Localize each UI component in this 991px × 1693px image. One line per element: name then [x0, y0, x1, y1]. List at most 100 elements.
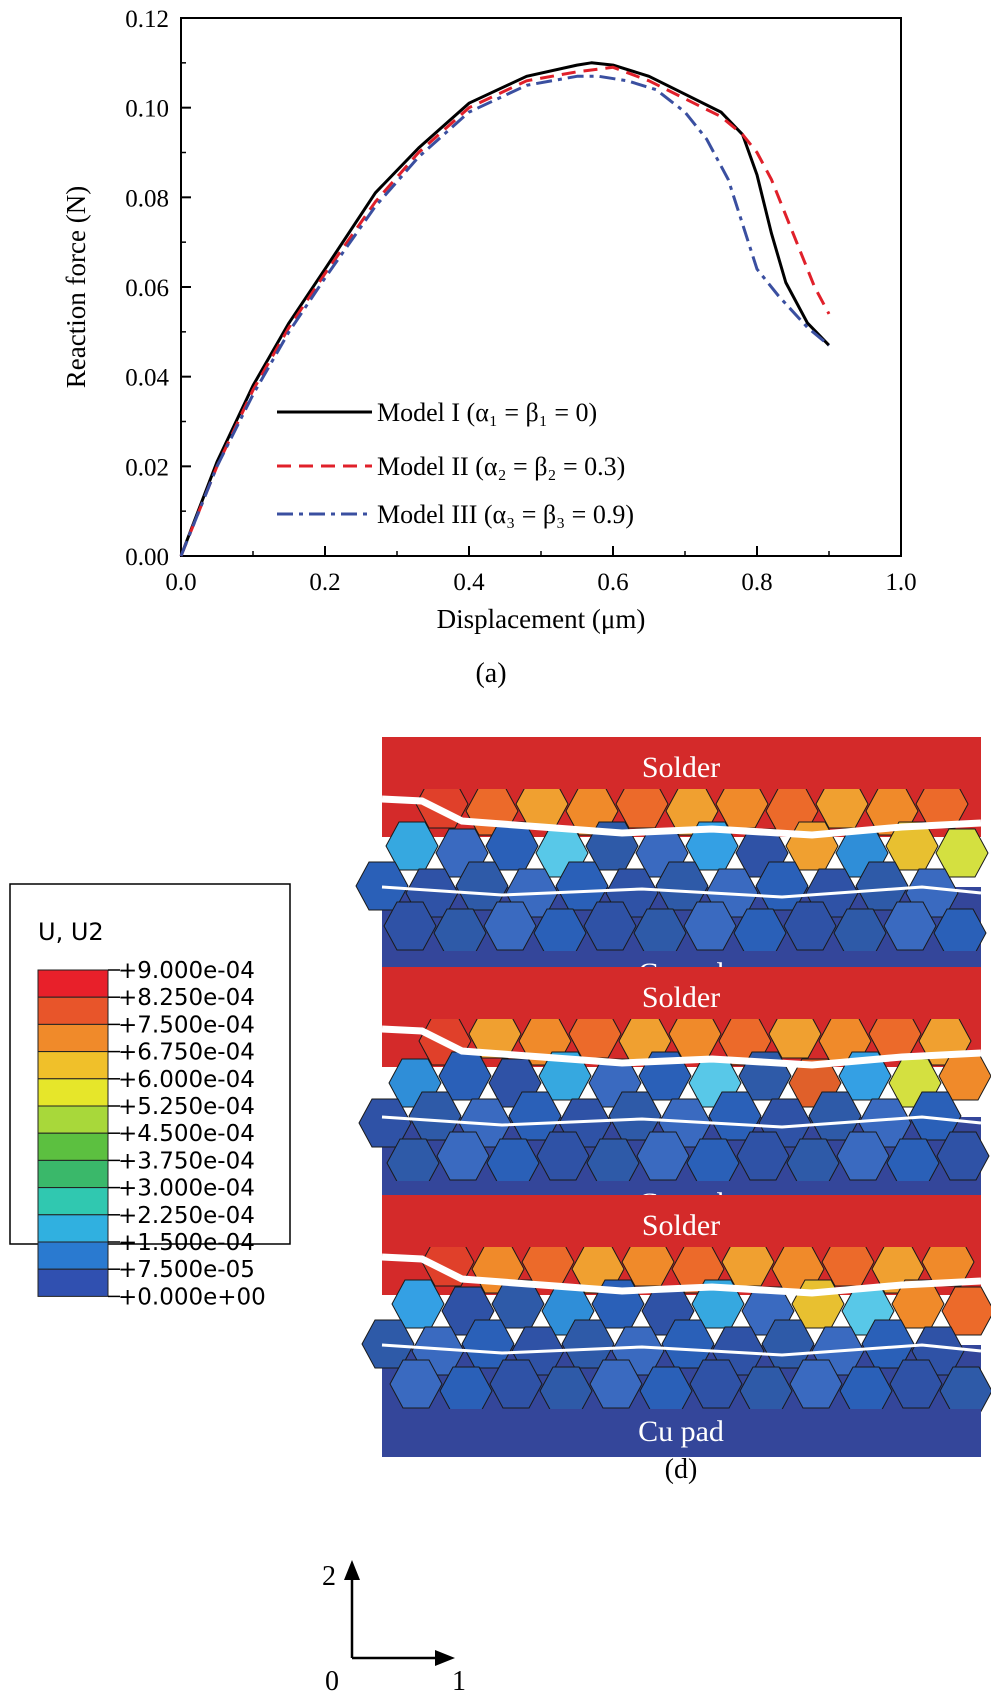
legend-label-model-i: Model I (α₁ = β₁ = 0): [377, 398, 597, 427]
y-tick-label: 0.12: [125, 6, 169, 33]
grain-cell: [583, 901, 637, 951]
grain-cell: [883, 901, 937, 951]
solder-cap: [382, 737, 981, 789]
grain-cell: [736, 1131, 790, 1181]
axes-triad: 2 0 1: [322, 1560, 466, 1693]
solder-label: Solder: [642, 751, 720, 784]
panel-label-a: (a): [475, 658, 506, 689]
solder-label: Solder: [642, 1209, 720, 1242]
contour-band: [37, 1241, 109, 1270]
contour-value-label: +2.250e-04: [118, 1203, 255, 1229]
legend-label-model-iii: Model III (α₃ = β₃ = 0.9): [377, 500, 634, 529]
contour-band: [37, 1105, 109, 1134]
contour-legend-title: U, U2: [38, 918, 104, 946]
series-line-model-ii: [179, 65, 831, 557]
contour-color-bands: [37, 969, 109, 1297]
interface-crack: [381, 795, 982, 839]
solder-label: Solder: [642, 981, 720, 1014]
x-axis-ticks: 0.0 0.2 0.4 0.6 0.8 1.0: [165, 546, 917, 596]
grain-cell: [683, 901, 737, 951]
series-line-model-iii: [179, 74, 830, 557]
pad-interface: [381, 885, 982, 899]
x-tick-label: 0.8: [741, 569, 772, 596]
y-tick-label: 0.00: [125, 544, 169, 571]
grain-cell: [389, 1359, 443, 1409]
grain-cell: [489, 1359, 543, 1409]
contour-value-label: +7.500e-05: [118, 1257, 255, 1283]
contour-value-label: +4.500e-04: [118, 1121, 255, 1147]
contour-value-labels: +9.000e-04+8.250e-04+7.500e-04+6.750e-04…: [108, 958, 266, 1310]
legend-label-model-ii: Model II (α₂ = β₂ = 0.3): [377, 452, 625, 481]
triad-label-0: 0: [325, 1666, 339, 1693]
triad-label-2: 2: [322, 1561, 336, 1592]
contour-value-label: +6.750e-04: [118, 1040, 255, 1066]
grain-cell: [636, 1131, 690, 1181]
pad-interface: [381, 1115, 982, 1129]
triad-arrow-up-icon: [344, 1560, 360, 1580]
contour-value-label: +3.750e-04: [118, 1148, 255, 1174]
interface-crack: [381, 1025, 982, 1069]
chart-legend: Model I (α₁ = β₁ = 0) Model II (α₂ = β₂ …: [277, 398, 634, 529]
contour-value-label: +7.500e-04: [118, 1012, 255, 1038]
contour-value-label: +9.000e-04: [118, 958, 255, 984]
grain-cell: [689, 1359, 743, 1409]
y-tick-label: 0.04: [125, 365, 169, 392]
contour-band: [37, 1132, 109, 1161]
grain-cell: [936, 1131, 990, 1181]
cu-pad-label: Cu pad: [638, 1415, 724, 1448]
triad-arrow-right-icon: [435, 1650, 455, 1666]
contour-band: [37, 1159, 109, 1189]
series-line-model-i: [179, 61, 831, 557]
contour-value-label: +1.500e-04: [118, 1230, 255, 1256]
triad-label-1: 1: [452, 1666, 466, 1693]
contour-band: [37, 1051, 109, 1080]
contour-value-label: +5.250e-04: [118, 1094, 255, 1120]
contour-band: [37, 1214, 109, 1243]
x-axis-label: Displacement (μm): [437, 604, 646, 634]
y-tick-label: 0.08: [125, 185, 169, 212]
solder-cap: [382, 967, 981, 1019]
panel-label: (d): [665, 1454, 698, 1485]
x-tick-label: 0.4: [453, 569, 485, 596]
contour-band: [37, 969, 109, 998]
x-tick-label: 0.6: [597, 569, 628, 596]
panel-d: Solder Cu pad (d): [361, 1195, 991, 1485]
contour-value-label: +6.000e-04: [118, 1067, 255, 1093]
grain-cell: [836, 1131, 890, 1181]
grain-cell: [589, 1359, 643, 1409]
contour-band: [37, 1187, 109, 1216]
contour-band: [37, 1268, 109, 1297]
grain-cell: [383, 901, 437, 951]
y-tick-label: 0.10: [125, 96, 169, 123]
contour-value-label: +0.000e+00: [118, 1284, 266, 1310]
series-lines: [179, 61, 831, 557]
grain-cell: [355, 861, 409, 911]
x-tick-label: 0.0: [165, 569, 196, 596]
reaction-force-chart: 0.0 0.2 0.4 0.6 0.8 1.0 0.000.020.040.060.080…: [61, 6, 917, 689]
grain-cell: [358, 1098, 412, 1148]
grain-cell: [536, 1131, 590, 1181]
y-axis-ticks: 0.00 0.02 0.04 0.06 0.08 0.10 0.12: [125, 6, 191, 571]
x-tick-label: 0.2: [309, 569, 340, 596]
contour-legend: U, U2 +9.000e-04+8.250e-04+7.500e-04+6.7…: [9, 883, 291, 1310]
solder-cap: [382, 1195, 981, 1247]
contour-band: [37, 1023, 109, 1053]
y-tick-label: 0.02: [125, 454, 169, 481]
grain-cell: [436, 1131, 490, 1181]
grain-cell: [789, 1359, 843, 1409]
grain-cell: [889, 1359, 943, 1409]
grain-cell: [483, 901, 537, 951]
cu-pad-base: [382, 1409, 981, 1457]
contour-band: [37, 1078, 109, 1107]
grain-cell: [783, 901, 837, 951]
y-tick-label: 0.06: [125, 275, 169, 302]
contour-value-label: +3.000e-04: [118, 1176, 255, 1202]
interface-crack: [381, 1253, 982, 1297]
x-tick-label: 1.0: [885, 569, 916, 596]
y-axis-label: Reaction force (N): [61, 186, 91, 388]
contour-band: [37, 996, 109, 1025]
contour-value-label: +8.250e-04: [118, 985, 255, 1011]
pad-interface: [381, 1343, 982, 1357]
